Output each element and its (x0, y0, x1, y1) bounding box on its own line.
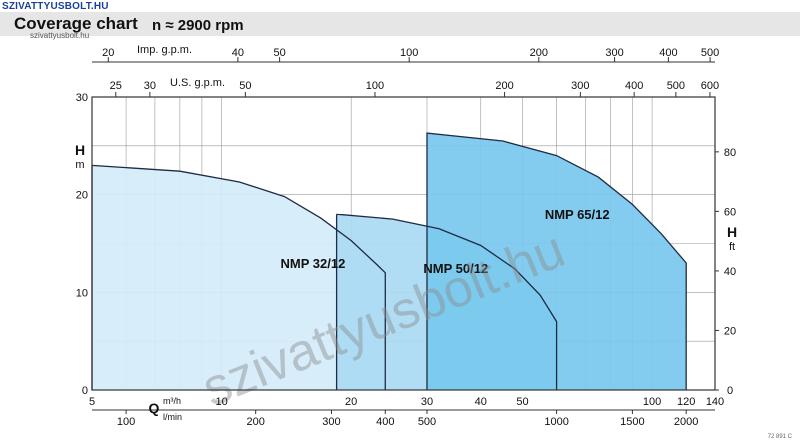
imp-gpm-tick-label: 20 (102, 47, 114, 59)
site-logo-subtext: szivattyusbolt.hu (30, 31, 90, 40)
imp-gpm-tick-label: 40 (232, 47, 244, 59)
h-right-axis-label: H (727, 224, 737, 240)
series-label: NMP 65/12 (545, 207, 610, 222)
q-lmin-tick-label: 300 (322, 416, 340, 428)
q-m3h-tick-label: 20 (345, 396, 357, 408)
imp-gpm-tick-label: 400 (659, 47, 677, 59)
us-gpm-axis-label: U.S. g.p.m. (170, 77, 225, 89)
nmp65-area (426, 133, 687, 390)
imp-gpm-tick-label: 100 (400, 47, 418, 59)
imp-gpm-tick-label: 500 (701, 47, 719, 59)
us-gpm-tick-label: 100 (366, 80, 384, 92)
h-m-tick-label: 30 (76, 92, 88, 104)
q-m3h-tick-label: 140 (706, 396, 724, 408)
h-ft-tick-label: 0 (727, 385, 733, 397)
q-lmin-tick-label: 400 (376, 416, 394, 428)
q-m3h-tick-label: 10 (215, 396, 227, 408)
q-m3h-tick-label: 50 (516, 396, 528, 408)
nmp32-area (92, 165, 386, 390)
h-ft-tick-label: 80 (724, 147, 736, 159)
series-label: NMP 50/12 (423, 261, 488, 276)
us-gpm-tick-label: 200 (495, 80, 513, 92)
drawing-code: 72 891 C (767, 434, 792, 440)
us-gpm-tick-label: 25 (110, 80, 122, 92)
h-m-tick-label: 0 (82, 385, 88, 397)
q-lmin-tick-label: 1000 (544, 416, 568, 428)
h-left-axis-unit: m (75, 159, 84, 171)
pump-curve-3 (426, 132, 687, 391)
chart-title: Coverage chart (14, 14, 138, 33)
q-m3h-tick-label: 100 (643, 396, 661, 408)
q-lmin-tick-label: 500 (418, 416, 436, 428)
q-lmin-tick-label: 100 (117, 416, 135, 428)
h-ft-tick-label: 20 (724, 325, 736, 337)
series-label: NMP 32/12 (281, 256, 346, 271)
q-m3h-tick-label: 5 (89, 396, 95, 408)
q-m3h-tick-label: 40 (475, 396, 487, 408)
q-lmin-tick-label: 1500 (620, 416, 644, 428)
q-m3h-tick-label: 30 (421, 396, 433, 408)
h-m-tick-label: 10 (76, 287, 88, 299)
us-gpm-tick-label: 50 (239, 80, 251, 92)
us-gpm-tick-label: 400 (625, 80, 643, 92)
us-gpm-tick-label: 30 (144, 80, 156, 92)
us-gpm-tick-label: 500 (667, 80, 685, 92)
site-logo: SZIVATTYUSBOLT.HU (2, 1, 109, 12)
q-lmin-unit: l/min (163, 412, 182, 422)
pump-curve-2 (335, 213, 558, 391)
us-gpm-tick-label: 300 (571, 80, 589, 92)
imp-gpm-tick-label: 200 (530, 47, 548, 59)
q-axis-label: Q (149, 400, 160, 416)
q-lmin-tick-label: 2000 (674, 416, 698, 428)
q-lmin-tick-label: 200 (247, 416, 265, 428)
us-gpm-tick-label: 600 (701, 80, 719, 92)
h-right-axis-unit: ft (729, 241, 735, 253)
q-m3h-unit: m³/h (163, 396, 181, 406)
imp-gpm-tick-label: 50 (273, 47, 285, 59)
h-m-tick-label: 20 (76, 190, 88, 202)
h-ft-tick-label: 40 (724, 266, 736, 278)
imp-gpm-tick-label: 300 (605, 47, 623, 59)
h-ft-tick-label: 60 (724, 206, 736, 218)
h-left-axis-label: H (75, 142, 85, 158)
imp-gpm-axis-label: Imp. g.p.m. (137, 44, 192, 56)
q-m3h-tick-label: 120 (677, 396, 695, 408)
title-bar (0, 12, 800, 36)
chart-subtitle: n ≈ 2900 rpm (152, 17, 244, 34)
